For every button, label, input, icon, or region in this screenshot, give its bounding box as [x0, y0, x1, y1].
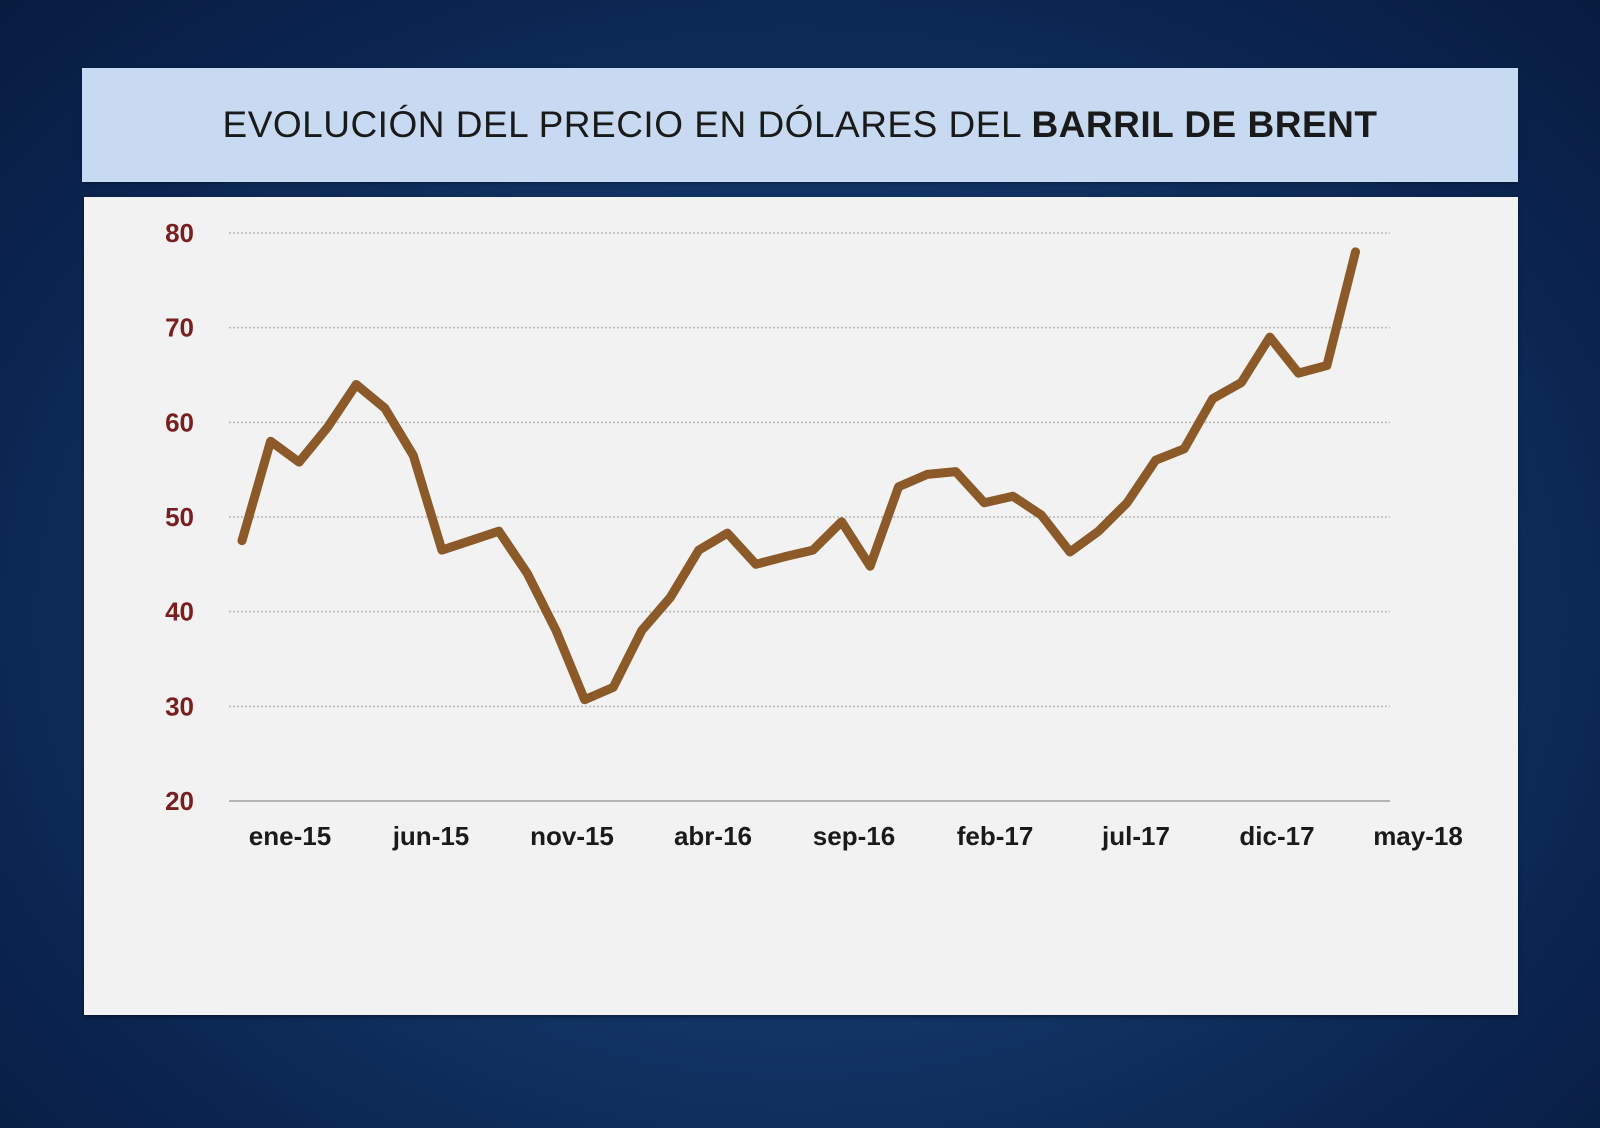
y-tick-label: 70 [165, 313, 194, 343]
data-point [1126, 501, 1129, 504]
x-tick-label: ene-15 [249, 821, 331, 851]
data-point [726, 532, 729, 535]
data-point [1211, 397, 1214, 400]
data-point [1268, 336, 1271, 339]
chart-panel: 20 30 40 50 60 70 80 ene-15 jun-15 nov-15 abr-16 s… [84, 197, 1518, 1015]
y-tick-label: 60 [165, 407, 194, 437]
grid-layer [229, 232, 1390, 802]
line-chart: 20 30 40 50 60 70 80 ene-15 jun-15 nov-15 abr-16 s… [165, 218, 1463, 851]
data-point [355, 383, 358, 386]
chart-title-bar: EVOLUCIÓN DEL PRECIO EN DÓLARES DEL BARR… [82, 68, 1518, 182]
data-point [241, 539, 243, 542]
data-point [440, 549, 443, 552]
x-tick-label: feb-17 [957, 821, 1034, 851]
x-tick-label: dic-17 [1239, 821, 1314, 851]
y-tick-label: 50 [165, 502, 194, 532]
data-point [1011, 495, 1014, 498]
data-point [640, 629, 643, 632]
data-point [669, 596, 672, 599]
data-point [269, 440, 272, 443]
data-point [926, 473, 929, 476]
data-point [326, 426, 329, 429]
data-point [1354, 250, 1357, 253]
data-point [697, 549, 700, 552]
y-tick-label: 40 [165, 597, 194, 627]
y-tick-label: 80 [165, 218, 194, 248]
data-point [1297, 372, 1300, 375]
x-tick-label: abr-16 [674, 821, 752, 851]
data-point [783, 555, 786, 558]
data-point [555, 629, 558, 632]
data-point [298, 461, 301, 464]
y-tick-label: 20 [165, 786, 194, 816]
data-point [469, 539, 472, 542]
data-point [812, 549, 814, 552]
x-tick-label: jun-15 [392, 821, 470, 851]
data-point [612, 686, 615, 689]
data-point [869, 565, 872, 568]
chart-title: EVOLUCIÓN DEL PRECIO EN DÓLARES DEL BARR… [223, 104, 1378, 146]
x-tick-label: nov-15 [530, 821, 614, 851]
data-point [1240, 381, 1243, 384]
series-layer [237, 247, 1360, 705]
y-tick-label: 30 [165, 691, 194, 721]
data-point [754, 563, 757, 566]
data-point [583, 698, 586, 701]
data-point [1183, 447, 1186, 450]
data-point [954, 470, 957, 473]
data-point [1097, 530, 1100, 533]
x-tick-label: may-18 [1373, 821, 1463, 851]
data-point [383, 407, 386, 410]
data-point [1069, 551, 1071, 553]
chart-title-bold: BARRIL DE BRENT [1031, 104, 1378, 145]
x-tick-label: sep-16 [813, 821, 895, 851]
data-point [983, 501, 986, 504]
data-point [497, 530, 500, 533]
data-point [840, 520, 843, 523]
data-point [412, 454, 415, 457]
series-line-brent [237, 247, 1360, 705]
y-axis-ticks: 20 30 40 50 60 70 80 [165, 218, 194, 816]
chart-title-plain: EVOLUCIÓN DEL PRECIO EN DÓLARES DEL [222, 104, 1021, 145]
data-point [1040, 514, 1043, 517]
x-axis-ticks: ene-15 jun-15 nov-15 abr-16 sep-16 feb-17 jul-… [249, 821, 1463, 851]
data-point [1154, 459, 1157, 462]
data-point [897, 485, 900, 488]
data-point [1325, 364, 1328, 367]
x-tick-label: jul-17 [1101, 821, 1170, 851]
data-point [526, 572, 529, 575]
